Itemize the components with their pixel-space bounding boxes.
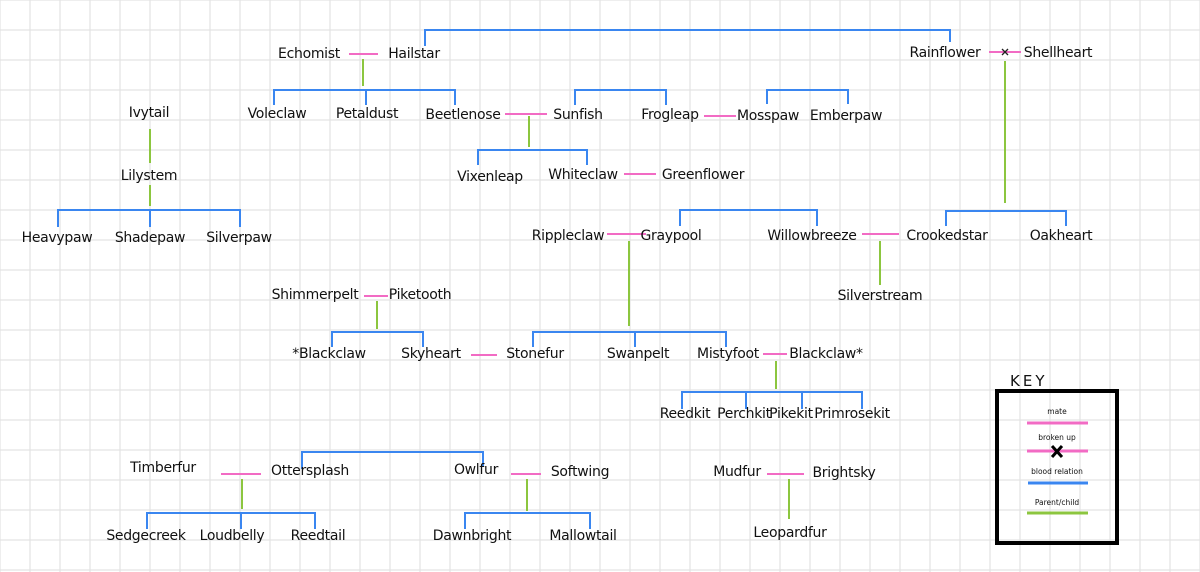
person-name: Loudbelly <box>200 528 265 544</box>
key-title: KEY <box>1010 372 1047 390</box>
names: Echomist Hailstar Rainflower Shellheart Ivyt… <box>22 45 1094 544</box>
person-name: Mosspaw <box>737 108 799 124</box>
person-name: Shellheart <box>1024 45 1093 61</box>
person-name: Silverpaw <box>206 230 272 246</box>
person-name: Emberpaw <box>810 108 882 124</box>
person-name: Mistyfoot <box>697 346 760 362</box>
person-name: Vixenleap <box>457 169 523 185</box>
person-name: Graypool <box>641 228 702 244</box>
person-name: Silverstream <box>838 288 923 304</box>
person-name: Shimmerpelt <box>272 287 360 303</box>
person-name: Piketooth <box>389 287 452 303</box>
key-label-mate: mate <box>1047 407 1067 416</box>
person-name: Reedkit <box>660 406 711 422</box>
person-name: Voleclaw <box>248 106 307 122</box>
person-name: Oakheart <box>1030 228 1093 244</box>
person-name: Blackclaw* <box>789 346 863 362</box>
person-name: Echomist <box>278 46 341 62</box>
person-name: Brightsky <box>813 465 876 481</box>
person-name: Petaldust <box>336 106 399 122</box>
person-name: Sedgecreek <box>106 528 187 544</box>
person-name: Hailstar <box>388 46 440 62</box>
person-name: Crookedstar <box>906 228 988 244</box>
person-name: *Blackclaw <box>292 346 366 362</box>
key-label-blood-relation: blood relation <box>1031 467 1083 476</box>
person-name: Greenflower <box>662 167 745 183</box>
person-name: Mudfur <box>713 464 761 480</box>
person-name: Dawnbright <box>433 528 512 544</box>
key-box <box>995 389 1119 545</box>
person-name: Rippleclaw <box>532 228 605 244</box>
person-name: Lilystem <box>121 168 178 184</box>
person-name: Skyheart <box>401 346 462 362</box>
legend-key: KEY mate broken up blood relation Parent… <box>995 372 1119 545</box>
person-name: Timberfur <box>129 460 196 476</box>
broken-up-x-icon <box>1001 48 1009 56</box>
person-name: Swanpelt <box>607 346 670 362</box>
person-name: Leopardfur <box>753 525 827 541</box>
key-label-broken-up: broken up <box>1038 433 1076 442</box>
key-label-parent-child: Parent/child <box>1035 498 1080 507</box>
person-name: Mallowtail <box>549 528 616 544</box>
person-name: Whiteclaw <box>548 167 618 183</box>
person-name: Owlfur <box>454 462 499 478</box>
person-name: Stonefur <box>506 346 564 362</box>
relationship-lines <box>57 29 1067 529</box>
broken-up-x-icon <box>1050 444 1064 459</box>
person-name: Pikekit <box>769 406 813 422</box>
person-name: Reedtail <box>291 528 346 544</box>
person-name: Ottersplash <box>271 463 349 479</box>
person-name: Primrosekit <box>814 406 890 422</box>
person-name: Rainflower <box>910 45 982 61</box>
person-name: Softwing <box>551 464 609 480</box>
person-name: Heavypaw <box>22 230 93 246</box>
person-name: Perchkit <box>717 406 771 422</box>
person-name: Sunfish <box>553 107 603 123</box>
person-name: Frogleap <box>641 107 699 123</box>
person-name: Willowbreeze <box>767 228 856 244</box>
person-name: Ivytail <box>129 105 169 121</box>
person-name: Beetlenose <box>425 107 500 123</box>
person-name: Shadepaw <box>115 230 185 246</box>
